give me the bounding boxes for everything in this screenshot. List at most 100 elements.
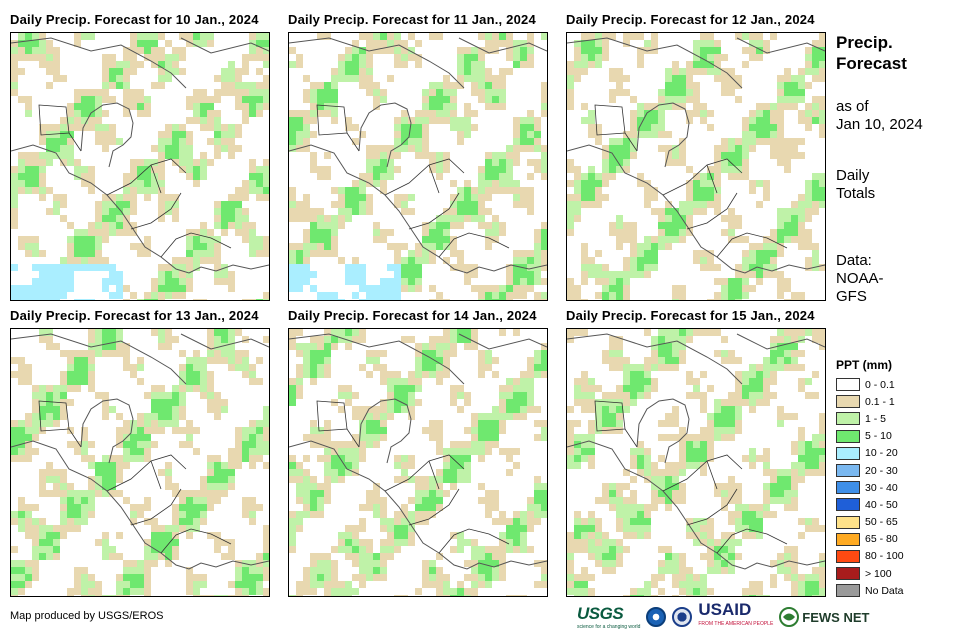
forecast-panel-4: Daily Precip. Forecast for 13 Jan., 2024 [10,308,290,608]
precip-cell [791,448,798,455]
precip-cell [165,343,172,350]
precip-cell [588,385,595,392]
precip-cell [637,243,644,250]
precip-cell [791,497,798,504]
precip-cell [630,371,637,378]
precip-cell [805,208,812,215]
precip-cell [665,434,672,441]
precip-cell [95,588,102,595]
precip-cell [714,483,721,490]
precip-cell [485,222,492,229]
precip-cell [485,243,492,250]
precip-cell [74,371,81,378]
precip-cell [616,490,623,497]
precip-cell [450,329,457,336]
precip-cell [492,33,499,40]
precip-cell [394,117,401,124]
precip-cell [616,392,623,399]
precip-cell [749,264,756,271]
precip-cell [345,553,352,560]
precip-cell [513,40,520,47]
precip-cell [499,180,506,187]
precip-cell [763,385,770,392]
precip-cell [644,504,651,511]
precip-cell [581,399,588,406]
precip-cell [492,75,499,82]
precip-cell [102,264,109,271]
precip-cell [32,392,39,399]
precip-cell [39,47,46,54]
precip-cell [513,187,520,194]
precip-cell [102,257,109,264]
legend-title: PPT (mm) [836,358,893,372]
precip-cell [588,124,595,131]
precip-cell [623,483,630,490]
legend-item: No Data [836,582,904,599]
precip-cell [67,399,74,406]
precip-cell [422,117,429,124]
precip-cell [756,271,763,278]
precip-cell [289,343,296,350]
precip-cell [819,553,825,560]
precip-cell [207,378,214,385]
legend-label: 20 - 30 [865,464,898,477]
precip-cell [39,329,46,336]
precip-cell [791,75,798,82]
precip-cell [102,61,109,68]
precip-cell [672,567,679,574]
precip-cell [630,392,637,399]
precip-cell [429,560,436,567]
map-canvas [567,329,825,596]
precip-cell [137,441,144,448]
precip-cell [707,385,714,392]
precip-cell [658,124,665,131]
precip-cell [609,96,616,103]
precip-cell [595,399,602,406]
precip-cell [249,180,256,187]
precip-cell [651,33,658,40]
precip-cell [317,455,324,462]
precip-cell [67,117,74,124]
precip-cell [749,250,756,257]
precip-cell [609,567,616,574]
precip-cell [207,455,214,462]
precip-cell [88,371,95,378]
precip-cell [749,47,756,54]
precip-cell [581,33,588,40]
precip-cell [735,278,742,285]
precip-cell [602,413,609,420]
precip-cell [95,350,102,357]
precip-cell [464,61,471,68]
precip-cell [88,236,95,243]
legend-swatch [836,498,860,512]
precip-cell [221,75,228,82]
precip-cell [263,574,269,581]
precip-cell [373,357,380,364]
precip-cell [534,292,541,299]
precip-cell [485,292,492,299]
precip-cell [359,329,366,336]
precip-cell [310,96,317,103]
precip-cell [60,138,67,145]
precip-cell [728,215,735,222]
precip-cell [450,336,457,343]
map-canvas [567,33,825,300]
precip-cell [172,539,179,546]
precip-cell [534,504,541,511]
precip-cell [436,357,443,364]
precip-cell [415,378,422,385]
precip-cell [130,89,137,96]
precip-cell [380,292,387,299]
precip-cell [686,117,693,124]
precip-cell [387,159,394,166]
precip-cell [249,455,256,462]
precip-cell [581,595,588,596]
precip-cell [749,595,756,596]
precip-cell [380,47,387,54]
precip-cell [819,525,825,532]
precip-cell [193,511,200,518]
precip-cell [235,75,242,82]
precip-cell [623,138,630,145]
precip-cell [408,532,415,539]
precip-cell [88,511,95,518]
